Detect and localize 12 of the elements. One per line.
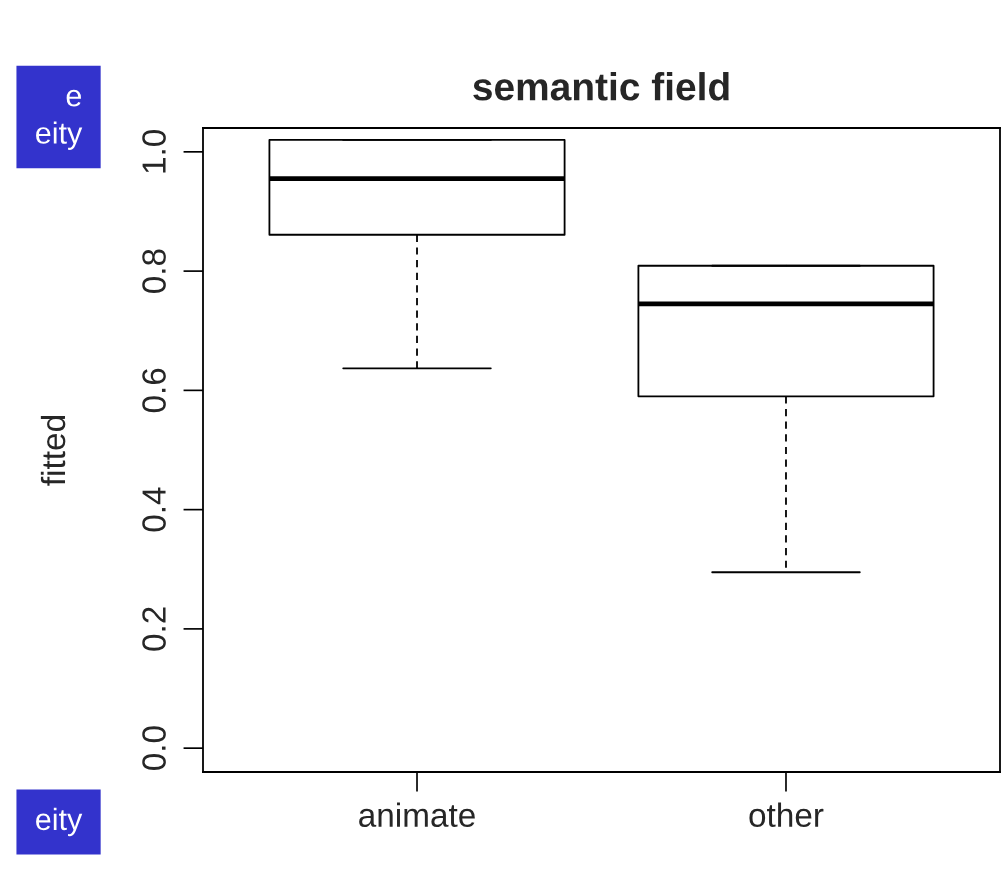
y-axis-title: fitted: [40, 416, 66, 486]
x-tick-label: animate: [359, 802, 475, 828]
text: eity: [36, 807, 83, 837]
y-tick-label: 0.6: [142, 368, 166, 413]
y-tick-label: 0.4: [142, 487, 166, 532]
y-tick-label: 0.0: [142, 726, 166, 771]
y-tick-label: 0.2: [142, 607, 166, 651]
text: e eity: [36, 89, 83, 150]
y-tick-label: 0.8: [142, 249, 166, 293]
chart-title: semantic field: [473, 72, 729, 101]
x-tick-label: other: [749, 802, 824, 828]
y-tick-label: 1.0: [142, 129, 166, 173]
